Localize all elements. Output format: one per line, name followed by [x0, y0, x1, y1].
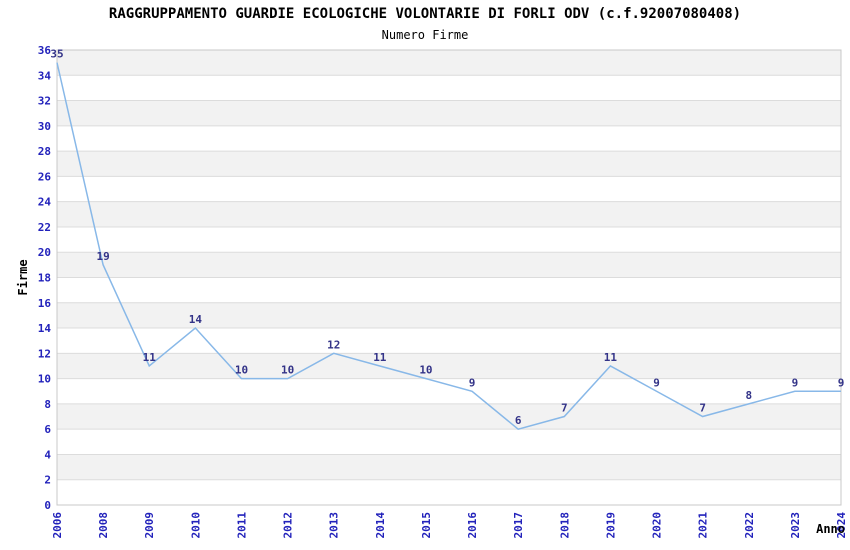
plot-band: [57, 252, 841, 278]
x-axis-title: Anno: [816, 522, 845, 536]
data-line: [56, 62, 841, 430]
chart-title: RAGGRUPPAMENTO GUARDIE ECOLOGICHE VOLONT…: [108, 6, 742, 22]
data-point-label: 19: [96, 250, 109, 263]
plot-band: [57, 454, 841, 480]
plot-band: [57, 50, 841, 76]
x-tick-label: 2011: [235, 512, 248, 539]
plot-band: [57, 353, 841, 379]
y-tick-label: 18: [38, 272, 51, 285]
data-point-label: 10: [281, 364, 294, 377]
y-tick-label: 32: [38, 95, 51, 108]
y-tick-label: 36: [38, 44, 52, 57]
y-axis-title: Firme: [16, 259, 30, 295]
y-tick-label: 26: [38, 170, 52, 183]
plot-band: [57, 151, 841, 177]
x-tick-label: 2024: [835, 512, 848, 539]
y-tick-label: 22: [38, 221, 51, 234]
x-tick-label: 2022: [743, 512, 756, 539]
plot-border: [56, 49, 842, 506]
data-point-label: 12: [327, 338, 340, 351]
x-tick-label: 2008: [97, 512, 110, 539]
x-tick-label: 2013: [328, 512, 341, 539]
plot-band: [57, 302, 841, 329]
y-tick-label: 20: [38, 246, 51, 259]
data-point-label: 7: [561, 402, 568, 415]
y-tick-label: 12: [38, 347, 51, 360]
x-tick-label: 2012: [282, 512, 295, 539]
plot-band: [57, 201, 841, 227]
y-tick-label: 14: [38, 322, 52, 335]
data-point-label: 14: [189, 313, 203, 326]
data-point-label: 7: [699, 402, 706, 415]
x-tick-label: 2016: [466, 512, 479, 539]
x-tick-label: 2009: [143, 512, 156, 539]
x-tick-label: 2017: [512, 512, 525, 539]
x-tick-label: 2010: [189, 512, 202, 539]
data-point-label: 9: [653, 376, 660, 389]
plot-band: [57, 100, 841, 126]
x-tick-label: 2015: [420, 512, 433, 539]
y-tick-label: 34: [38, 69, 52, 82]
data-point-label: 11: [143, 351, 157, 364]
data-labels: 35 19 11 14 10 10 12 11 10 9 6 7 11 9 7 8 9 9: [50, 48, 844, 428]
data-point-label: 11: [604, 351, 618, 364]
y-tick-label: 30: [38, 120, 51, 133]
plot-bands: [57, 50, 841, 480]
data-point-label: 6: [515, 414, 522, 427]
plot-band: [57, 403, 841, 430]
chart-subtitle: Numero Firme: [381, 28, 469, 42]
y-tick-label: 2: [44, 474, 51, 487]
y-tick-label: 10: [38, 373, 51, 386]
y-tick-label: 24: [38, 196, 52, 209]
y-tick-label: 4: [44, 448, 51, 461]
data-point-label: 10: [235, 364, 248, 377]
data-point-label: 9: [469, 376, 476, 389]
x-tick-label: 2023: [789, 512, 802, 539]
y-tick-label: 6: [44, 423, 51, 436]
data-point-label: 11: [373, 351, 387, 364]
x-tick-label: 2006: [51, 512, 64, 539]
x-tick-label: 2018: [558, 512, 571, 539]
data-point-label: 35: [50, 48, 63, 61]
data-point-label: 9: [838, 376, 845, 389]
x-tick-labels: 2006 2008 2009 2010 2011 2012 2013 2014 2015 2016…: [51, 512, 848, 539]
data-point-label: 8: [745, 389, 752, 402]
y-tick-label: 16: [38, 297, 52, 310]
data-point-label: 9: [792, 376, 799, 389]
data-point-label: 10: [419, 364, 432, 377]
y-tick-label: 8: [44, 398, 51, 411]
x-tick-label: 2019: [604, 512, 617, 539]
x-tick-label: 2020: [651, 512, 664, 539]
y-tick-label: 0: [44, 499, 51, 512]
y-tick-label: 28: [38, 145, 51, 158]
x-tick-label: 2021: [697, 512, 710, 539]
x-tick-label: 2014: [374, 512, 387, 539]
